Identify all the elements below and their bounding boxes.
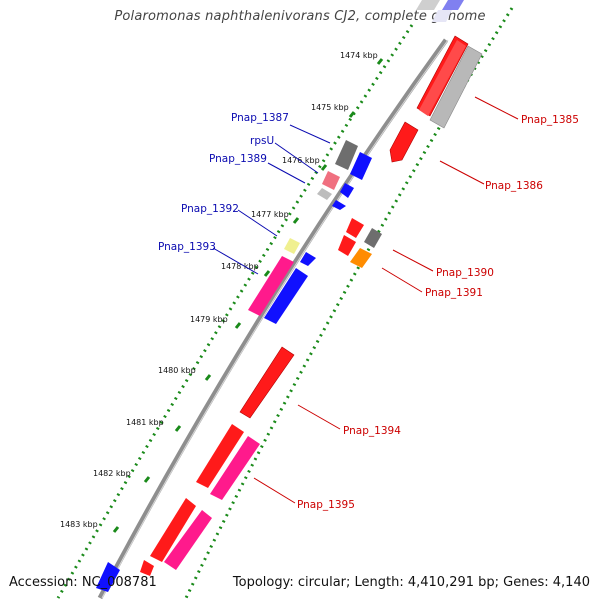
tick-label: 1474 kbp <box>340 51 378 60</box>
label-pnap-1389: Pnap_1389 <box>209 153 267 165</box>
gene-pnap-1389[interactable] <box>317 188 346 210</box>
gene-pnap-1393[interactable] <box>248 256 308 324</box>
label-pnap-1390: Pnap_1390 <box>436 267 494 279</box>
label-pnap-1394: Pnap_1394 <box>343 425 401 437</box>
tick-label: 1481 kbp <box>126 418 164 427</box>
tick-label: 1475 kbp <box>311 103 349 112</box>
topology-text: Topology: circular; Length: 4,410,291 bp… <box>232 575 590 590</box>
genome-backbone <box>97 38 449 600</box>
gene-pnap-1387[interactable] <box>335 140 372 180</box>
gene-pnap-1391[interactable] <box>350 248 372 268</box>
label-pnap-1395: Pnap_1395 <box>297 499 355 511</box>
label-pnap-1393: Pnap_1393 <box>158 241 216 253</box>
accession-text: Accession: NC_008781 <box>9 575 157 590</box>
label-pnap-1392: Pnap_1392 <box>181 203 239 215</box>
callout-lines <box>212 96 519 504</box>
gene-pnap-1390[interactable] <box>338 218 382 256</box>
gene-pnap-1386[interactable] <box>389 121 419 163</box>
lower-genes[interactable] <box>96 498 212 592</box>
tick-label: 1480 kbp <box>158 366 196 375</box>
tick-label: 1479 kbp <box>190 315 228 324</box>
inner-dotted-track <box>56 24 414 599</box>
label-pnap-1386: Pnap_1386 <box>485 180 543 192</box>
tick-label: 1478 kbp <box>221 262 259 271</box>
kbp-tick-marks <box>112 58 384 533</box>
gene-pnap-1392[interactable] <box>284 238 316 266</box>
top-partial-genes[interactable] <box>416 0 464 22</box>
gene-pnap-1394[interactable] <box>239 346 295 419</box>
tick-label: 1482 kbp <box>93 469 131 478</box>
genome-backbone-highlight <box>101 39 449 599</box>
gene-labels: Pnap_1387 rpsU Pnap_1389 Pnap_1392 Pnap_… <box>158 112 579 511</box>
gene-pnap-1385[interactable] <box>416 35 483 129</box>
label-pnap-1387: Pnap_1387 <box>231 112 289 124</box>
label-pnap-1385: Pnap_1385 <box>521 114 579 126</box>
tick-label: 1483 kbp <box>60 520 98 529</box>
label-pnap-1391: Pnap_1391 <box>425 287 483 299</box>
genome-title: Polaromonas naphthalenivorans CJ2, compl… <box>114 9 486 24</box>
tick-label: 1477 kbp <box>251 210 289 219</box>
label-rpsu: rpsU <box>250 135 274 147</box>
gene-pnap-1395[interactable] <box>196 424 260 500</box>
gene-rpsu[interactable] <box>322 171 354 198</box>
